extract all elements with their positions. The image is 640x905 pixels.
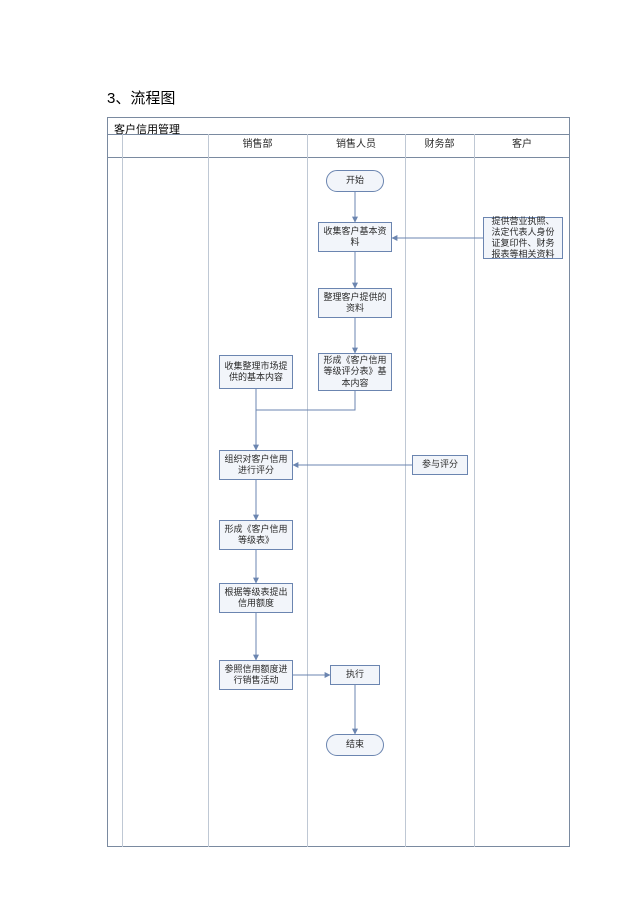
flow-node-n1: 收集客户基本资料: [318, 222, 392, 252]
flow-node-ex: 执行: [330, 665, 380, 685]
flow-node-f1: 参与评分: [412, 455, 468, 475]
flow-node-s4: 根据等级表提出信用额度: [219, 583, 293, 613]
page: 3、流程图 客户信用管理 销售部销售人员财务部客户 开始收集客户基本资料提供营业…: [0, 0, 640, 905]
flow-node-s5: 参照信用额度进行销售活动: [219, 660, 293, 690]
flow-node-p1: 提供营业执照、法定代表人身份证复印件、财务报表等相关资料: [483, 217, 563, 259]
flow-node-n3: 形成《客户信用等级评分表》基本内容: [318, 353, 392, 391]
flow-node-s3: 形成《客户信用等级表》: [219, 520, 293, 550]
flow-node-end: 结束: [326, 734, 384, 756]
flow-node-s1: 收集整理市场提供的基本内容: [219, 355, 293, 389]
flow-node-start: 开始: [326, 170, 384, 192]
flow-node-n2: 整理客户提供的资料: [318, 288, 392, 318]
connector: [256, 391, 355, 450]
connectors-layer: [0, 0, 640, 905]
flow-node-s2: 组织对客户信用进行评分: [219, 450, 293, 480]
